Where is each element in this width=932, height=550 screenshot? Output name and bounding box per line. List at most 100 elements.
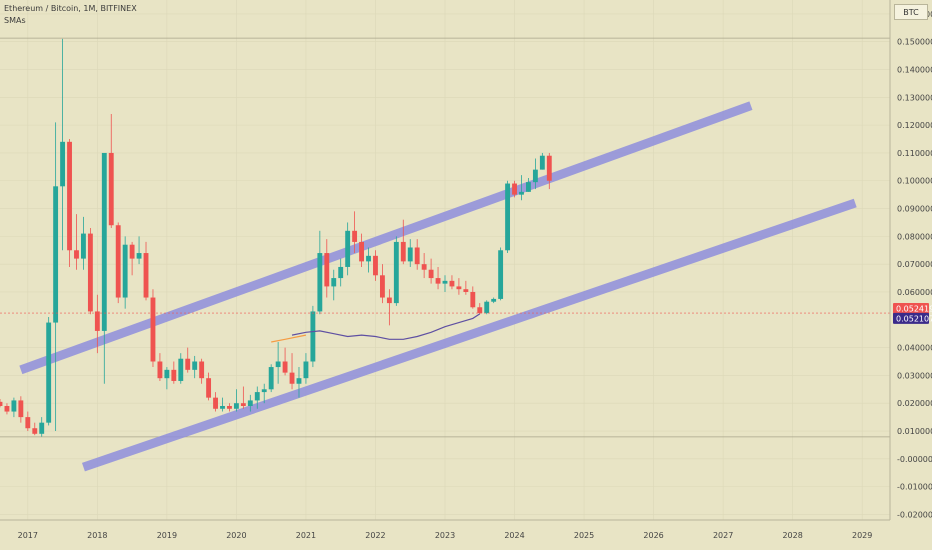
price-tick-label: 0.140000 [897,66,932,75]
candles [0,38,483,437]
candle-body [331,278,337,287]
sma-long-line [291,313,481,340]
candle-body [303,361,309,379]
candle-body [247,400,253,406]
candle-body [352,230,358,242]
candle-body [46,322,52,423]
candle-body [199,361,205,379]
candle-body [442,280,448,284]
trend-channel [19,101,857,472]
time-tick-label: 2029 [852,531,872,540]
time-tick-label: 2025 [574,531,594,540]
candle-body [0,401,3,406]
channel-lower-line [81,198,857,472]
price-tick-label: -0.010000 [897,483,932,492]
candle-body [157,361,163,379]
candle-body [136,253,142,259]
candle-body [185,358,191,370]
candle-body [227,405,232,409]
sma-lines [271,313,481,343]
candle-body [296,378,302,384]
candle-body [94,311,100,331]
sma-value-badge [893,312,929,324]
candle-body [122,244,128,298]
candle-body [220,405,225,409]
candle-body [39,422,45,434]
candle-body [463,289,469,292]
price-tick-label: 0.150000 [897,38,932,47]
candle-body [101,152,107,331]
candle-body [268,367,274,390]
currency-button[interactable]: BTC [894,4,928,20]
candle-body [317,253,323,312]
candle-body [150,297,156,362]
candle-body [324,253,330,287]
time-tick-label: 2026 [643,531,663,540]
candle-body [338,266,344,279]
time-tick-label: 2019 [157,531,177,540]
price-tick-label: 0.080000 [897,232,932,241]
candle-body [129,244,135,259]
candle-body [435,278,441,284]
candle-body [289,372,295,384]
price-tick-label: -0.020000 [897,510,932,519]
candle-body [254,392,260,401]
candle-body [25,417,31,429]
candle-body [310,311,316,362]
chart-title: Ethereum / Bitcoin, 1M, BITFINEX [4,4,137,13]
candle-body [171,369,177,381]
candle-body [386,297,392,304]
projection-candle-body [505,183,511,251]
price-tick-label: 0.070000 [897,260,932,269]
sma-value-badge-text: 0.052107 [896,314,932,323]
candle-body [393,241,399,304]
candle-body [470,291,476,308]
projection-candle-body [519,191,524,195]
candle-body [477,307,483,314]
candle-body [67,141,72,251]
projection-candle-body [532,169,538,183]
price-tick-label: 0.030000 [897,371,932,380]
candle-body [359,241,364,262]
time-tick-label: 2017 [18,531,38,540]
current-price-badge [893,303,929,315]
candle-body [449,280,455,287]
candle-body [213,397,218,409]
channel-upper-line [19,101,753,375]
candle-body [192,361,198,370]
indicator-label[interactable]: SMAs [4,16,26,25]
time-axis[interactable]: 2017 2018 2019 2020 2021 2022 2023 2024 2025 2026… [18,531,873,540]
projection-candle-body [546,155,552,181]
candle-body [53,186,59,323]
price-tick-label: 0.010000 [897,427,932,436]
horizontal-lines [0,37,890,438]
candle-body [240,403,246,406]
candle-body [345,230,351,267]
time-tick-label: 2020 [226,531,246,540]
candle-body [143,253,149,298]
candle-body [414,247,420,265]
candle-body [74,250,79,259]
candle-body [164,369,170,379]
projection-candle-body [539,155,545,170]
projection-candle-body [484,301,490,314]
candle-body [108,152,114,226]
time-tick-label: 2028 [782,531,802,540]
candle-body [18,400,24,418]
candle-body [87,233,93,312]
candle-body [32,428,38,434]
candle-body [4,405,10,412]
time-tick-label: 2024 [504,531,524,540]
price-tick-label: 0.100000 [897,177,932,186]
candle-body [275,361,281,368]
price-tick-label: 0.040000 [897,344,932,353]
candle-body [115,225,121,298]
price-tick-label: 0.130000 [897,93,932,102]
candle-body [407,247,413,262]
time-tick-label: 2022 [365,531,385,540]
candle-body [206,378,212,398]
current-price-badge-text: 0.052419 [896,305,932,314]
